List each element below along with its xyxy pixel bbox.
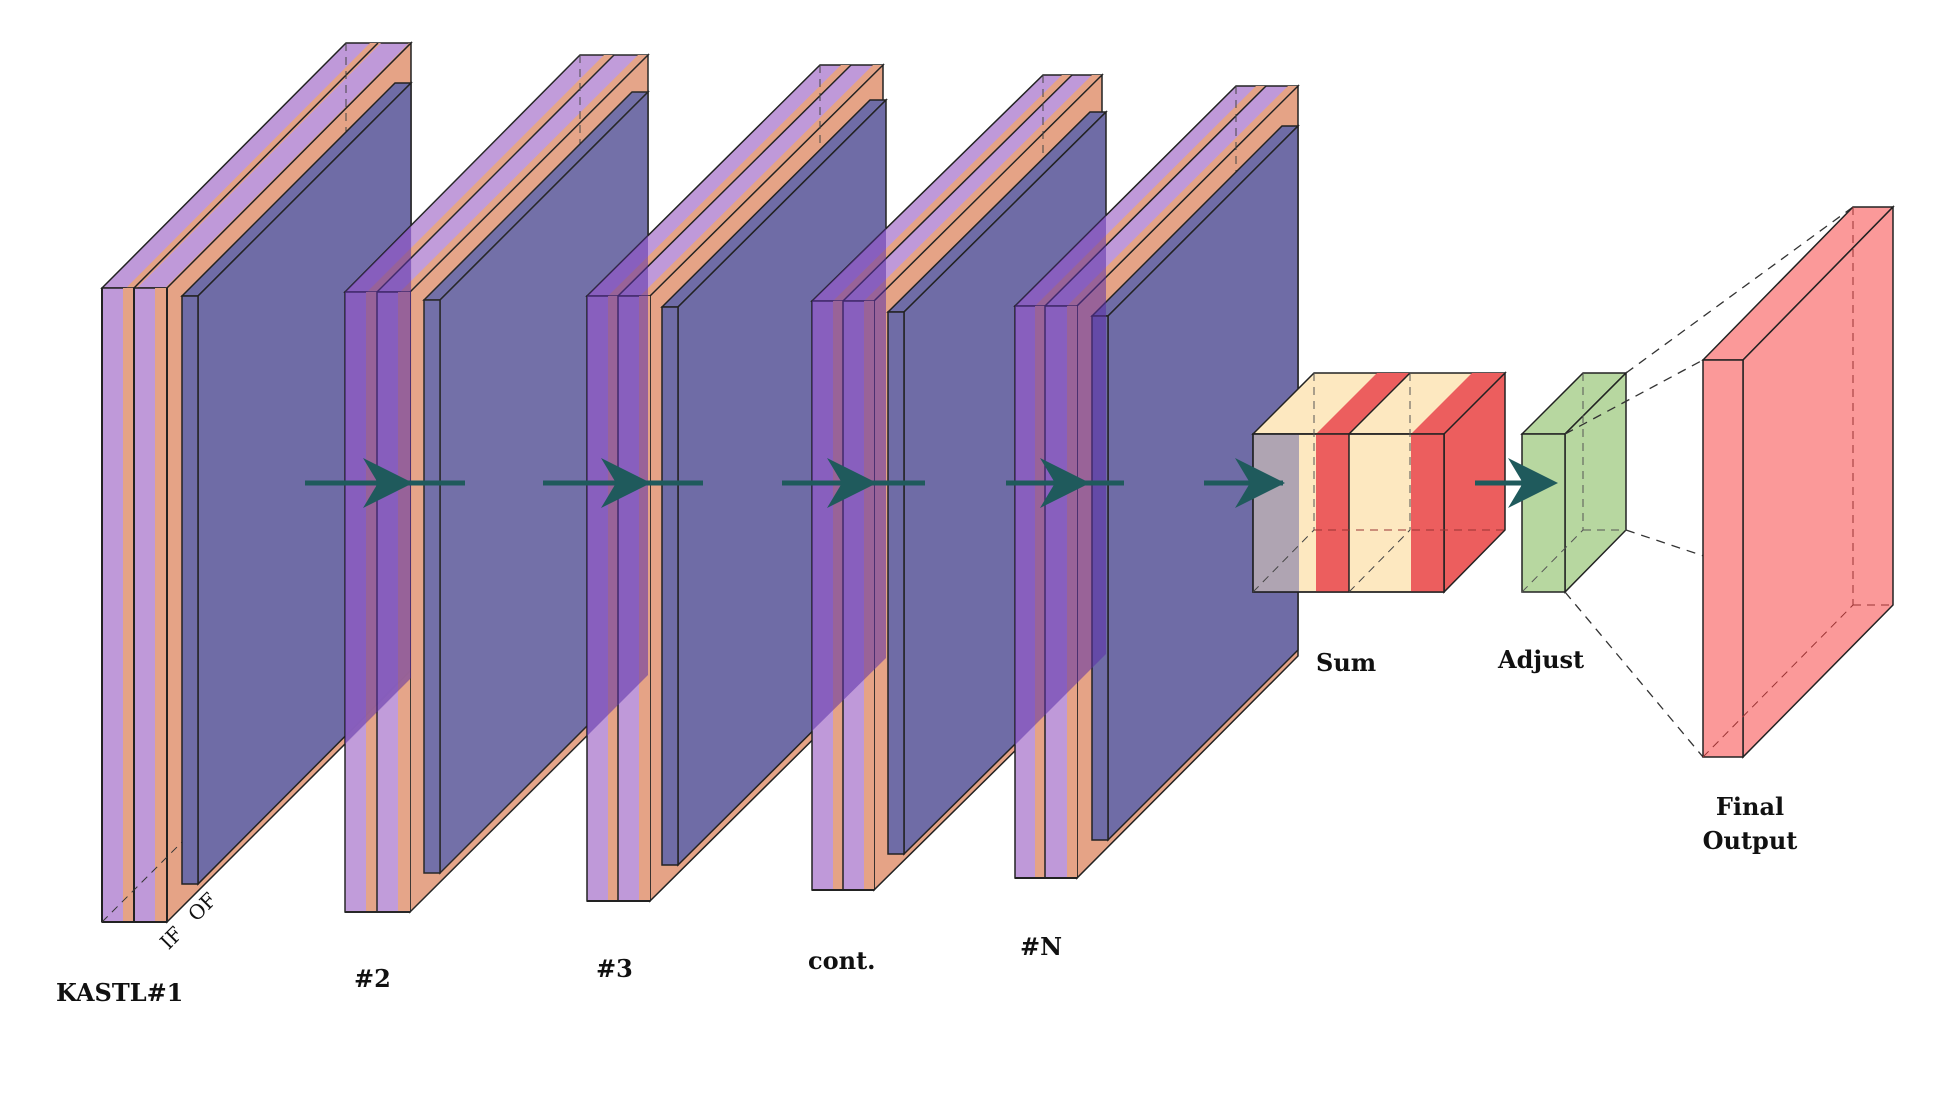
final-output-label-line2: Output (1702, 826, 1798, 855)
sum-block (1251, 371, 1507, 594)
block-label-2: #2 (354, 964, 391, 993)
block-label-kastl1: KASTL#1 (56, 978, 184, 1007)
overlap-shade (1015, 215, 1106, 745)
block-label-3: #3 (596, 954, 633, 983)
final-output-block (1701, 205, 1895, 759)
adjust-label: Adjust (1498, 645, 1585, 674)
block-label-cont: cont. (808, 946, 876, 975)
final-output-label-line1: Final (1715, 792, 1785, 821)
sum-label: Sum (1316, 648, 1377, 677)
block-label-n: #N (1020, 932, 1063, 961)
overlap-shade (812, 228, 886, 731)
